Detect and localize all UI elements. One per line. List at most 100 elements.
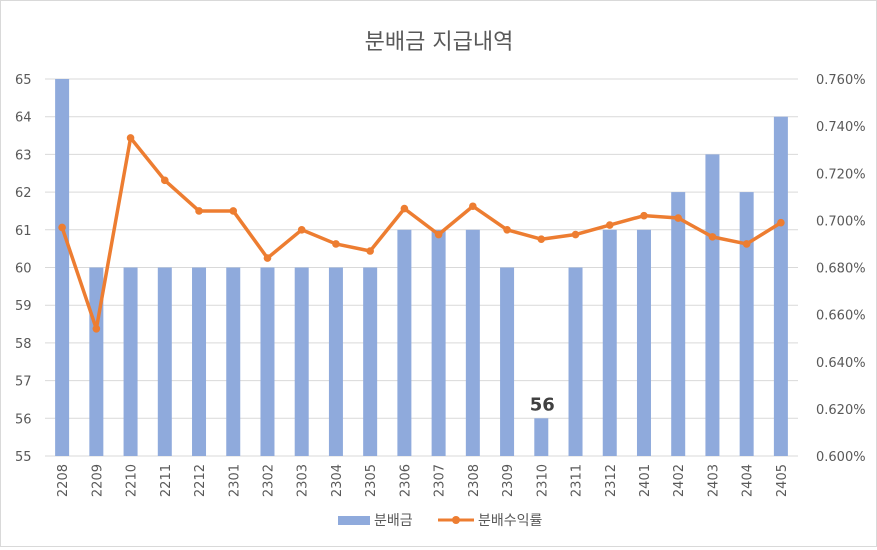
y-left-tick-label: 62 bbox=[15, 186, 32, 201]
legend-label-bar: 분배금 bbox=[374, 513, 413, 529]
bar-2212 bbox=[192, 267, 207, 456]
y-right-tick-label: 0.640% bbox=[816, 356, 866, 371]
y-left-tick-label: 58 bbox=[15, 337, 32, 352]
bar-series bbox=[55, 79, 788, 456]
legend-swatch-marker bbox=[452, 516, 460, 524]
bar-2401 bbox=[636, 229, 651, 456]
x-tick-label: 2309 bbox=[501, 464, 516, 497]
point-2404 bbox=[742, 240, 751, 248]
point-2310 bbox=[537, 235, 546, 244]
bar-2311 bbox=[568, 267, 583, 456]
x-tick-label: 2307 bbox=[433, 464, 448, 497]
line-series bbox=[58, 134, 785, 333]
y-right-tick-label: 0.660% bbox=[816, 309, 866, 324]
point-2403 bbox=[708, 233, 717, 241]
x-tick-label: 2402 bbox=[672, 464, 687, 497]
y-left-tick-label: 59 bbox=[15, 299, 32, 314]
point-2308 bbox=[469, 202, 477, 211]
x-tick-label: 2401 bbox=[638, 464, 653, 497]
bar-2304 bbox=[328, 267, 343, 456]
y-left-tick-label: 55 bbox=[15, 450, 32, 465]
data-label-2310: 56 bbox=[530, 394, 555, 415]
bar-2307 bbox=[431, 229, 446, 456]
x-tick-label: 2303 bbox=[296, 464, 311, 497]
point-2302 bbox=[263, 254, 272, 262]
x-tick-label: 2312 bbox=[604, 464, 619, 497]
chart-title: 분배금 지급내역 bbox=[365, 30, 514, 55]
bar-2306 bbox=[397, 229, 412, 456]
x-axis: 2208 2209 2210 2211 2212 2301 2302 2303 2304 2305… bbox=[56, 464, 790, 497]
bar-2210 bbox=[123, 267, 138, 456]
y-left-tick-label: 56 bbox=[15, 412, 32, 427]
point-2208 bbox=[58, 223, 66, 232]
bar-2305 bbox=[363, 267, 378, 456]
point-2311 bbox=[571, 230, 580, 239]
x-tick-label: 2209 bbox=[90, 464, 105, 497]
bar-2312 bbox=[602, 229, 617, 456]
y-right-tick-label: 0.700% bbox=[816, 214, 866, 229]
bar-2211 bbox=[157, 267, 172, 456]
point-2306 bbox=[400, 204, 409, 213]
x-tick-label: 2405 bbox=[775, 464, 790, 497]
bar-2310 bbox=[534, 418, 549, 456]
y-left-tick-label: 61 bbox=[15, 224, 32, 239]
point-2212 bbox=[195, 207, 203, 215]
point-2305 bbox=[366, 247, 374, 255]
y-left-tick-label: 65 bbox=[15, 73, 32, 88]
y-right-tick-label: 0.680% bbox=[816, 262, 866, 277]
point-2405 bbox=[777, 218, 785, 227]
x-tick-label: 2210 bbox=[125, 464, 140, 497]
point-2211 bbox=[160, 176, 169, 185]
x-tick-label: 2305 bbox=[364, 464, 379, 497]
legend-swatch-bar bbox=[338, 516, 370, 525]
bar-2301 bbox=[226, 267, 241, 456]
y-left-tick-label: 57 bbox=[15, 375, 32, 390]
x-tick-label: 2403 bbox=[706, 464, 721, 497]
x-tick-label: 2310 bbox=[535, 464, 550, 497]
x-tick-label: 2212 bbox=[193, 464, 208, 497]
x-tick-label: 2301 bbox=[227, 464, 242, 497]
y-left-tick-label: 63 bbox=[15, 148, 32, 163]
y-right-tick-label: 0.740% bbox=[816, 120, 866, 135]
y-right-tick-label: 0.600% bbox=[816, 450, 866, 465]
point-2402 bbox=[674, 214, 683, 222]
line-path bbox=[60, 136, 782, 331]
y-right-tick-label: 0.760% bbox=[816, 73, 866, 88]
x-tick-label: 2306 bbox=[398, 464, 413, 497]
x-tick-label: 2311 bbox=[570, 464, 585, 497]
point-2312 bbox=[605, 221, 614, 229]
y-axis-left: 55 56 57 58 59 60 61 62 63 64 65 bbox=[15, 73, 32, 465]
legend-label-line: 분배수익률 bbox=[478, 513, 543, 529]
point-2309 bbox=[503, 226, 511, 234]
x-tick-label: 2404 bbox=[741, 464, 756, 497]
bar-2402 bbox=[671, 192, 686, 456]
y-left-tick-label: 60 bbox=[15, 262, 32, 277]
x-tick-label: 2211 bbox=[159, 464, 174, 497]
point-2307 bbox=[434, 230, 443, 239]
bar-2308 bbox=[465, 229, 480, 456]
point-2210 bbox=[126, 134, 135, 142]
point-2301 bbox=[229, 207, 238, 215]
bar-2404 bbox=[739, 192, 754, 456]
x-tick-label: 2308 bbox=[467, 464, 482, 497]
x-tick-label: 2302 bbox=[261, 464, 276, 497]
y-right-tick-label: 0.720% bbox=[816, 167, 866, 182]
legend: 분배금 분배수익률 bbox=[338, 513, 543, 529]
y-left-tick-label: 64 bbox=[15, 111, 32, 126]
point-2303 bbox=[297, 226, 306, 234]
y-axis-right: 0.600% 0.620% 0.640% 0.660% 0.680% 0.700% 0.72… bbox=[816, 73, 866, 465]
point-2304 bbox=[332, 240, 340, 248]
bar-2208 bbox=[55, 79, 70, 456]
y-right-tick-label: 0.620% bbox=[816, 403, 866, 418]
bar-2302 bbox=[260, 267, 275, 456]
point-2401 bbox=[640, 211, 648, 220]
bar-2309 bbox=[500, 267, 515, 456]
point-2209 bbox=[92, 324, 101, 333]
bar-2403 bbox=[705, 154, 720, 456]
bar-2405 bbox=[773, 116, 788, 456]
x-tick-label: 2208 bbox=[56, 464, 71, 497]
bar-2303 bbox=[294, 267, 309, 456]
x-tick-label: 2304 bbox=[330, 464, 345, 497]
